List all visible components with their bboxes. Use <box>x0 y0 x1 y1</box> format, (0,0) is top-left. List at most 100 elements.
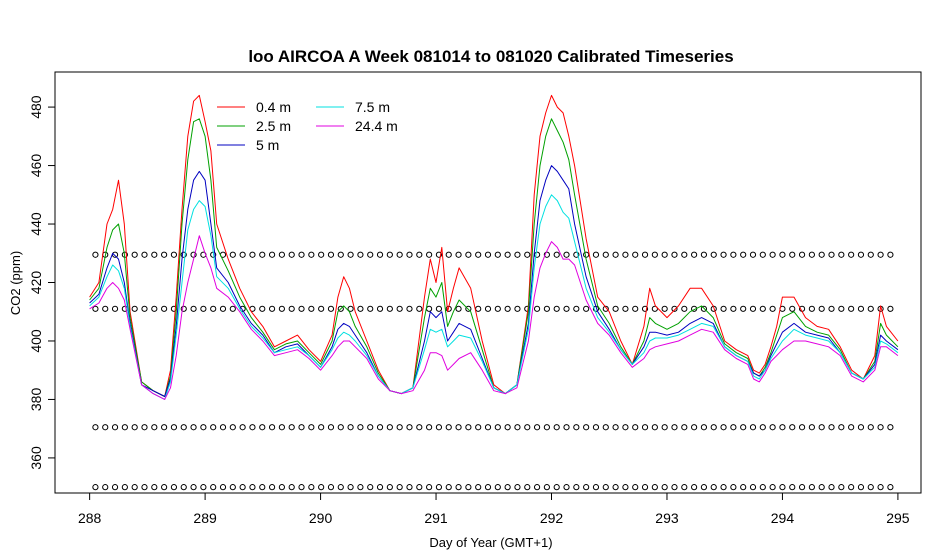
marker-point <box>661 484 668 491</box>
marker-point <box>249 484 256 491</box>
marker-point <box>190 424 197 431</box>
marker-point <box>857 251 865 258</box>
marker-point <box>298 305 305 312</box>
marker-point <box>749 305 757 312</box>
marker-point <box>583 424 590 431</box>
marker-point <box>533 424 541 431</box>
marker-point <box>357 484 364 491</box>
marker-point <box>573 251 580 258</box>
marker-point <box>249 424 256 431</box>
marker-point <box>298 484 305 491</box>
marker-point <box>769 424 776 431</box>
marker-point <box>632 424 639 431</box>
marker-point <box>151 424 158 431</box>
marker-point <box>779 484 786 491</box>
marker-point <box>92 305 99 312</box>
marker-point <box>749 484 757 491</box>
marker-point <box>210 305 217 312</box>
marker-point <box>92 251 99 258</box>
marker-point <box>268 305 276 312</box>
marker-point <box>308 484 315 491</box>
marker-point <box>161 424 168 431</box>
marker-point <box>789 484 796 491</box>
marker-point <box>121 484 128 491</box>
marker-point <box>592 251 600 258</box>
marker-point <box>573 305 580 312</box>
marker-point <box>131 305 138 312</box>
marker-point <box>308 251 315 258</box>
legend-label: 7.5 m <box>355 99 390 115</box>
marker-point <box>102 305 109 312</box>
marker-point <box>514 251 521 258</box>
marker-point <box>769 305 776 312</box>
marker-point <box>818 424 825 431</box>
marker-point <box>838 484 845 491</box>
x-tick-label: 289 <box>193 510 217 526</box>
marker-point <box>111 424 119 431</box>
marker-point <box>808 305 815 312</box>
marker-point <box>848 305 855 312</box>
marker-point <box>435 484 443 491</box>
marker-point <box>475 484 482 491</box>
marker-point <box>416 484 423 491</box>
y-tick-label: 420 <box>28 271 44 295</box>
marker-point <box>327 424 335 431</box>
marker-point <box>740 424 747 431</box>
marker-point <box>337 305 344 312</box>
marker-point <box>602 424 609 431</box>
marker-point <box>720 251 727 258</box>
marker-point <box>808 484 815 491</box>
marker-point <box>651 251 658 258</box>
legend-label: 2.5 m <box>256 118 291 134</box>
marker-point <box>661 251 668 258</box>
marker-point <box>170 424 178 431</box>
marker-point <box>700 305 708 312</box>
marker-point <box>641 484 649 491</box>
marker-point <box>318 251 325 258</box>
marker-point <box>102 484 109 491</box>
marker-point <box>229 424 236 431</box>
marker-point <box>602 484 609 491</box>
marker-point <box>190 305 197 312</box>
marker-point <box>180 305 187 312</box>
marker-point <box>445 424 452 431</box>
marker-point <box>455 484 462 491</box>
y-axis: 360 380 400 420 440 460 480 <box>28 95 56 470</box>
marker-point <box>259 251 266 258</box>
marker-point <box>651 305 658 312</box>
marker-point <box>141 484 148 491</box>
series-line <box>89 165 899 397</box>
marker-point <box>710 424 717 431</box>
marker-point <box>691 484 698 491</box>
marker-point <box>553 305 560 312</box>
marker-point <box>592 424 600 431</box>
marker-point <box>641 251 649 258</box>
marker-point <box>543 305 550 312</box>
marker-point <box>612 305 619 312</box>
marker-point <box>857 484 865 491</box>
marker-point <box>798 424 806 431</box>
x-tick-label: 294 <box>771 510 795 526</box>
marker-point <box>612 484 619 491</box>
marker-point <box>769 251 776 258</box>
marker-point <box>661 305 668 312</box>
marker-point <box>818 305 825 312</box>
marker-point <box>887 251 894 258</box>
marker-point <box>475 424 482 431</box>
marker-point <box>111 305 119 312</box>
marker-point <box>602 251 609 258</box>
marker-point <box>651 424 658 431</box>
marker-point <box>161 305 168 312</box>
y-tick-label: 460 <box>28 154 44 178</box>
marker-point <box>632 305 639 312</box>
marker-point <box>877 424 884 431</box>
marker-point <box>838 305 845 312</box>
marker-point <box>298 251 305 258</box>
marker-point <box>779 424 786 431</box>
marker-point <box>386 484 393 491</box>
marker-point <box>759 305 766 312</box>
marker-point <box>838 251 845 258</box>
marker-point <box>828 251 835 258</box>
marker-point <box>210 424 217 431</box>
